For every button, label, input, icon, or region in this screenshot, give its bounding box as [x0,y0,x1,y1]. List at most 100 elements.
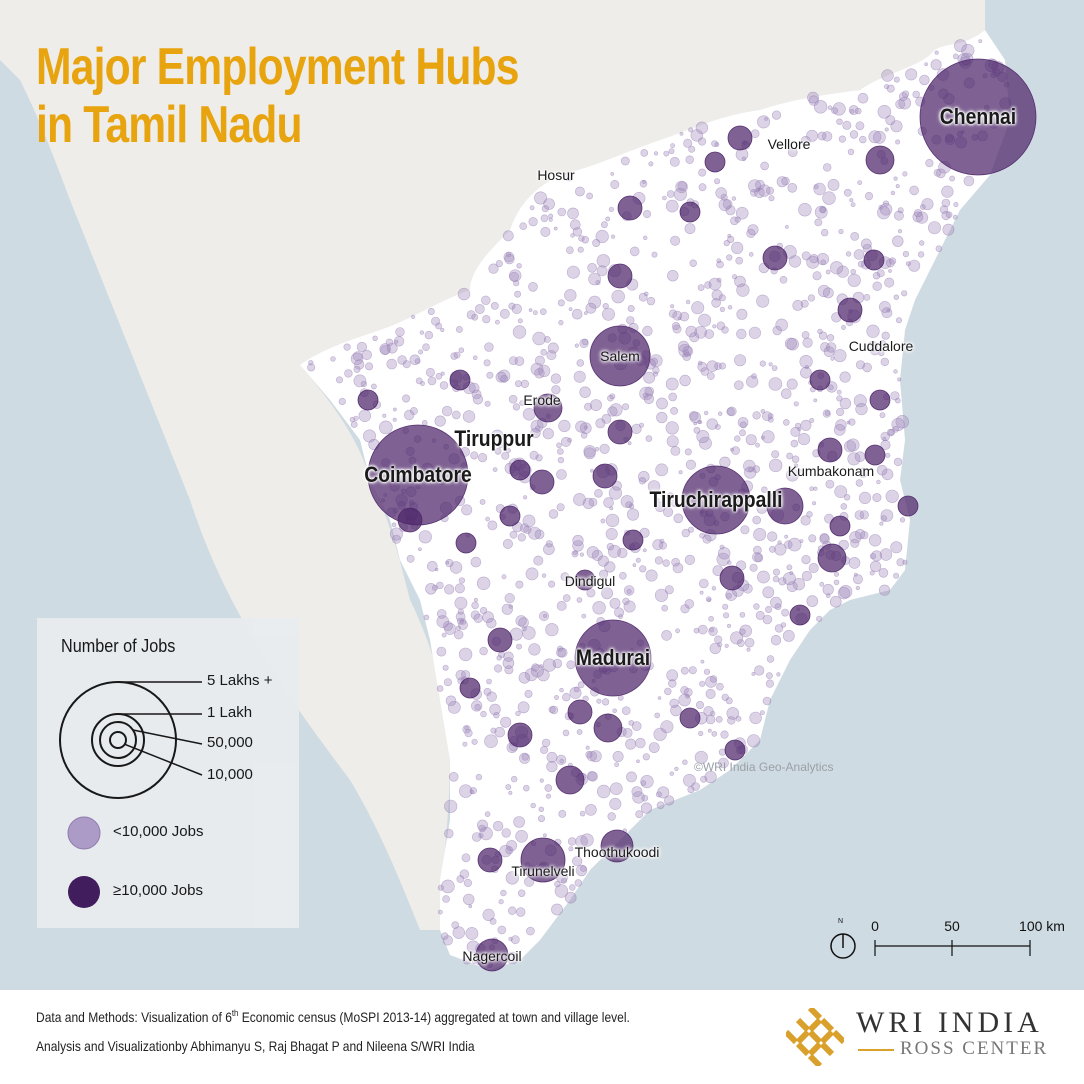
small-employment-dot [515,829,528,843]
small-employment-dot [497,442,504,449]
small-employment-dot [427,376,437,386]
small-employment-dot [822,191,836,205]
small-employment-dot [457,608,464,615]
small-employment-dot [579,422,592,435]
small-employment-dot [688,127,694,133]
small-employment-dot [510,935,520,945]
small-employment-dot [515,380,522,388]
small-employment-dot [672,562,684,574]
small-employment-dot [892,235,904,247]
small-employment-dot [539,308,547,316]
employment-hub-dot [704,151,726,173]
small-employment-dot [501,451,510,460]
small-employment-dot [550,373,562,384]
small-employment-dot [486,371,494,379]
small-employment-dot [501,603,513,615]
small-employment-dot [560,572,570,582]
small-employment-dot [528,281,538,292]
small-employment-dot [719,306,726,313]
small-employment-dot [727,233,732,238]
small-employment-dot [717,411,723,416]
small-employment-dot [654,588,669,602]
small-employment-dot [461,853,471,863]
employment-hub-dot [762,245,788,271]
small-employment-dot [562,692,571,702]
small-employment-dot [684,554,696,566]
small-employment-dot [668,309,678,318]
small-employment-dot [465,927,479,940]
small-employment-dot [880,357,889,367]
small-employment-dot [519,752,531,764]
small-employment-dot [736,308,748,320]
employment-hub-dot [864,444,886,466]
small-employment-dot [619,571,627,580]
small-employment-dot [762,614,773,625]
small-employment-dot [978,39,983,44]
small-employment-dot [753,527,767,541]
small-employment-dot [626,771,637,783]
small-employment-dot [499,308,510,319]
small-employment-dot [508,394,518,404]
small-employment-dot [639,179,648,188]
small-employment-dot [849,130,859,139]
small-employment-dot [665,421,679,435]
small-employment-dot [547,342,559,354]
small-employment-dot [698,578,709,589]
small-employment-dot [685,459,697,470]
employment-hub-dot [520,837,566,883]
small-employment-dot [497,925,507,935]
employment-hub-dot [897,495,919,517]
small-employment-dot [609,598,621,609]
small-employment-dot [878,567,889,578]
small-employment-dot [685,155,694,164]
small-employment-dot [627,441,632,446]
small-employment-dot [621,706,631,716]
logo-wordmark: WRI INDIA [856,1006,1043,1039]
small-employment-dot [520,379,530,389]
small-employment-dot [538,364,551,378]
small-employment-dot [481,295,491,305]
small-employment-dot [425,367,435,377]
small-employment-dot [657,786,670,799]
small-employment-dot [442,664,449,671]
small-employment-dot [358,409,371,422]
employment-hub-dot [789,604,811,626]
small-employment-dot [853,249,865,260]
small-employment-dot [642,325,653,337]
small-employment-dot [767,413,774,419]
small-employment-dot [872,493,882,503]
small-employment-dot [524,689,533,698]
employment-hub-dot [869,389,891,411]
small-employment-dot [912,90,920,99]
small-employment-dot [739,612,746,618]
small-employment-dot [541,573,547,578]
small-employment-dot [838,135,847,143]
small-employment-dot [639,565,647,573]
small-employment-dot [562,594,571,602]
small-employment-dot [731,196,737,201]
small-employment-dot [716,682,724,691]
small-employment-dot [540,745,549,754]
small-employment-dot [679,311,690,322]
small-employment-dot [734,275,746,288]
small-employment-dot [760,161,769,171]
small-employment-dot [878,340,887,348]
small-employment-dot [601,307,615,321]
small-employment-dot [554,695,559,700]
small-employment-dot [591,549,603,561]
legend-label-5lakh: 5 Lakhs + [207,672,273,689]
small-employment-dot [631,423,642,435]
map-title-line1: Major Employment Hubs [36,38,520,96]
small-employment-dot [515,710,521,717]
small-employment-dot [670,445,681,456]
small-employment-dot [379,343,391,355]
small-employment-dot [440,371,445,376]
small-employment-dot [480,710,487,718]
small-employment-dot [666,669,679,682]
small-employment-dot [528,643,541,656]
small-employment-dot [607,544,621,558]
small-employment-dot [924,62,928,66]
legend-label-10000: 10,000 [207,766,253,783]
small-employment-dot [587,262,597,273]
neighbor-land [0,0,985,930]
